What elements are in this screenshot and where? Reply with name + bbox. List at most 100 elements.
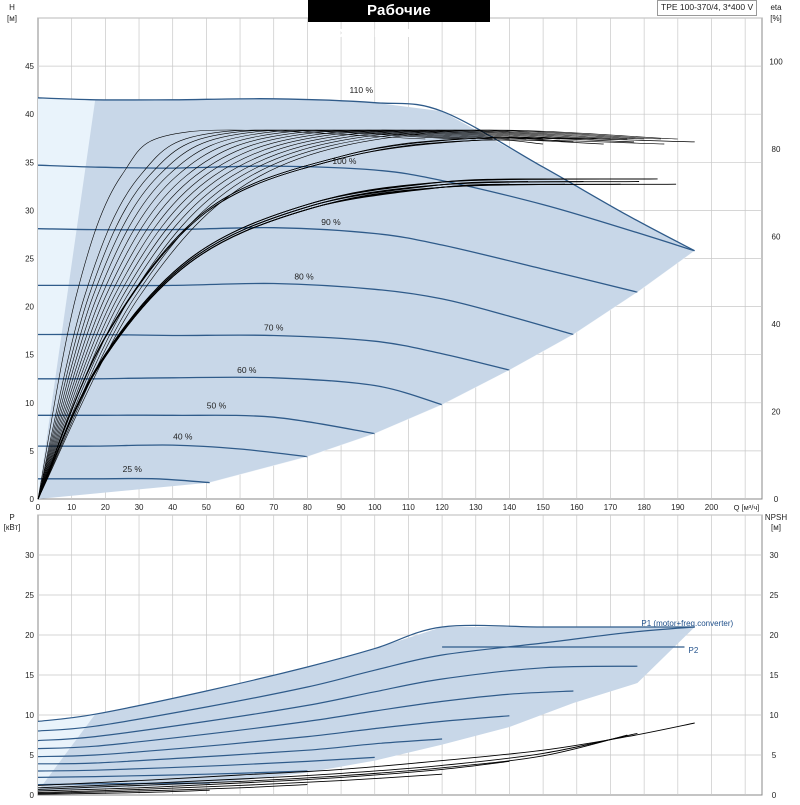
top-y-tick-label: 40 — [25, 110, 34, 119]
speed-curve-label-25: 25 % — [123, 464, 143, 474]
top-y2-tick-label: 100 — [769, 58, 783, 67]
top-y-tick-label: 25 — [25, 255, 34, 264]
bottom-low-flow-zone — [38, 714, 96, 791]
top-x-tick-label: 110 — [402, 503, 415, 512]
eta-curve-upper — [37, 137, 695, 500]
speed-curve-70 — [37, 333, 510, 371]
top-x-tick-label: 90 — [337, 503, 346, 512]
top-x-tick-label: 100 — [368, 503, 382, 512]
top-y-tick-label: 35 — [25, 158, 34, 167]
top-y-axis-label: H — [9, 3, 15, 12]
p1-curve — [37, 715, 510, 758]
bottom-y2-tick-label: 5 — [772, 751, 777, 760]
bottom-y-tick-label: 0 — [30, 791, 35, 800]
top-y-tick-label: 15 — [25, 351, 34, 360]
speed-curve-90 — [37, 226, 638, 293]
bottom-y2-axis-label: NPSH — [765, 513, 787, 522]
bottom-y-tick-label: 30 — [25, 551, 34, 560]
bottom-y-axis-unit: [кВт] — [4, 523, 21, 532]
bottom-y-tick-label: 20 — [25, 631, 34, 640]
top-y-tick-label: 5 — [30, 447, 35, 456]
top-x-tick-label: 80 — [303, 503, 312, 512]
npsh-curve — [37, 760, 510, 792]
bottom-power-envelope — [38, 627, 695, 791]
top-x-tick-label: 200 — [705, 503, 719, 512]
top-x-tick-label: 160 — [570, 503, 584, 512]
top-x-tick-label: 140 — [503, 503, 517, 512]
top-y2-tick-label: 20 — [772, 408, 781, 417]
top-x-tick-label: 190 — [671, 503, 685, 512]
eta-curve-lower — [37, 183, 677, 500]
top-x-tick-label: 60 — [236, 503, 245, 512]
top-y-tick-label: 20 — [25, 303, 34, 312]
bottom-y2-tick-label: 30 — [770, 551, 779, 560]
speed-curve-label-40: 40 % — [173, 431, 193, 441]
eta-curve — [37, 129, 476, 500]
npsh-curve — [37, 784, 308, 794]
p1-curve — [37, 690, 574, 750]
speed-curve-50 — [38, 414, 375, 435]
speed-curve-label-70: 70 % — [264, 323, 284, 333]
eta-curve — [37, 129, 544, 500]
top-x-tick-label: 50 — [202, 503, 211, 512]
top-y2-axis-unit: [%] — [770, 14, 782, 23]
bottom-y2-tick-label: 25 — [770, 591, 779, 600]
top-y2-tick-label: 60 — [772, 233, 781, 242]
p1-curve — [37, 738, 443, 765]
speed-curve-label-80: 80 % — [294, 272, 314, 282]
speed-curve-80 — [38, 282, 574, 336]
envelope-edge — [209, 250, 695, 483]
top-y-tick-label: 0 — [30, 495, 35, 504]
npsh-curve — [37, 789, 210, 795]
top-x-tick-label: 0 — [36, 503, 41, 512]
p1-curve — [37, 756, 375, 772]
eta-curve — [37, 129, 459, 500]
speed-curve-label-90: 90 % — [321, 217, 341, 227]
p1-curve — [37, 665, 638, 742]
bottom-y2-tick-label: 0 — [772, 791, 777, 800]
bottom-y-tick-label: 15 — [25, 671, 34, 680]
top-y2-tick-label: 80 — [772, 145, 781, 154]
eta-curve — [37, 129, 527, 500]
top-x-tick-label: 150 — [536, 503, 550, 512]
bottom-y2-axis-unit: [м] — [771, 523, 781, 532]
top-y2-tick-label: 40 — [772, 320, 781, 329]
bottom-y-axis-label: P — [9, 513, 14, 522]
bottom-y-tick-label: 10 — [25, 711, 34, 720]
top-y-tick-label: 45 — [25, 62, 34, 71]
npsh-curve — [37, 773, 443, 794]
npsh-curve — [37, 734, 628, 790]
top-x-axis-label: Q [м³/ч] — [734, 503, 760, 512]
top-x-tick-label: 120 — [435, 503, 449, 512]
p1-curve — [37, 624, 695, 722]
speed-curve-label-60: 60 % — [237, 365, 257, 375]
top-x-tick-label: 70 — [269, 503, 278, 512]
bottom-y-tick-label: 25 — [25, 591, 34, 600]
p2-legend-label: P2 — [689, 646, 699, 655]
speed-curve-25 — [38, 477, 210, 484]
speed-curve-label-110: 110 % — [350, 85, 374, 95]
top-y2-tick-label: 0 — [774, 495, 779, 504]
top-y-tick-label: 10 — [25, 399, 34, 408]
p1-legend-label: P1 (motor+freq.converter) — [641, 619, 733, 628]
eta-curve — [37, 129, 611, 500]
top-x-tick-label: 170 — [604, 503, 618, 512]
speed-curve-label-100: 100 % — [332, 156, 357, 166]
eta-curve-upper — [37, 139, 665, 500]
top-x-tick-label: 180 — [637, 503, 651, 512]
top-y2-axis-label: eta — [770, 3, 782, 12]
eta-curve — [37, 129, 628, 500]
model-label: TPE 100-370/4, 3*400 V — [657, 0, 758, 16]
bottom-y2-tick-label: 10 — [770, 711, 779, 720]
top-x-tick-label: 10 — [67, 503, 76, 512]
p1-curve — [37, 770, 308, 778]
bottom-y2-tick-label: 20 — [770, 631, 779, 640]
top-x-tick-label: 20 — [101, 503, 110, 512]
bottom-y-tick-label: 5 — [30, 751, 35, 760]
speed-curve-40 — [37, 444, 308, 458]
top-x-tick-label: 30 — [135, 503, 144, 512]
eta-curve — [37, 129, 678, 500]
bottom-y2-tick-label: 15 — [770, 671, 779, 680]
